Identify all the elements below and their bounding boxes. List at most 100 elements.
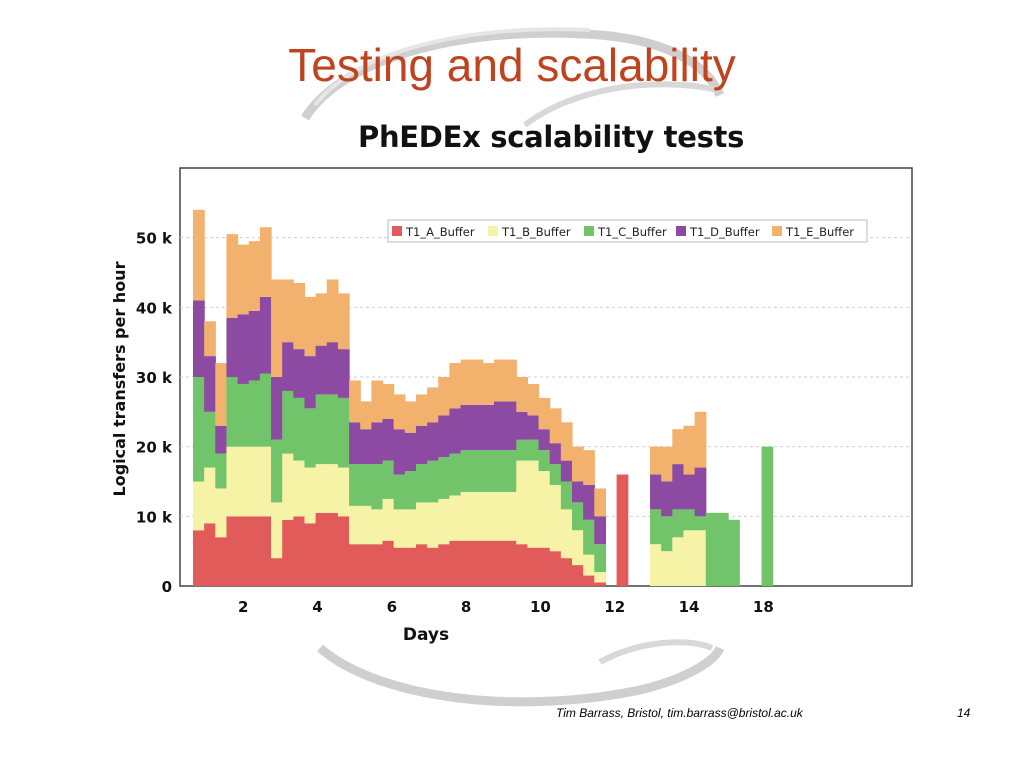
bar-T1_D_Buffer (482, 404, 495, 451)
bar-T1_C_Buffer (538, 450, 551, 472)
bar-T1_C_Buffer (505, 450, 517, 492)
bar-T1_E_Buffer (516, 377, 529, 412)
bar-T1_C_Buffer (337, 397, 350, 468)
legend: T1_A_Buffer T1_B_Buffer T1_C_Buffer T1_D_Bu… (387, 219, 868, 243)
bar-T1_B_Buffer (683, 530, 696, 586)
page-number: 14 (957, 706, 971, 720)
bar-T1_E_Buffer (683, 425, 696, 475)
bar-T1_D_Buffer (371, 422, 384, 465)
bar-T1_E_Buffer (438, 377, 450, 416)
bar-T1_B_Buffer (193, 481, 205, 531)
bar-T1_E_Buffer (271, 279, 283, 377)
bar-T1_E_Buffer (493, 359, 506, 402)
bar-T1_E_Buffer (527, 383, 540, 416)
bar-T1_D_Buffer (215, 425, 228, 454)
bar-T1_B_Buffer (215, 488, 228, 538)
bar-T1_C_Buffer (315, 394, 328, 465)
legend-label-T1_B_Buffer: T1_B_Buffer (501, 225, 571, 239)
bar-T1_A_Buffer (493, 540, 506, 586)
bar-T1_A_Buffer (326, 512, 339, 586)
bar-T1_D_Buffer (415, 425, 428, 465)
bar-T1_C_Buffer (427, 460, 439, 503)
bar-T1_C_Buffer (393, 474, 406, 510)
x-tick-label: 10 (530, 598, 551, 616)
bar-T1_B_Buffer (326, 464, 339, 513)
bar-T1_E_Buffer (694, 411, 707, 468)
bar-T1_E_Buffer (661, 446, 673, 482)
x-axis-label: Days (403, 625, 449, 645)
bar-T1_C_Buffer (482, 450, 495, 492)
bar-T1_B_Buffer (493, 491, 506, 541)
bar-T1_B_Buffer (594, 572, 607, 583)
bar-T1_A_Buffer (460, 540, 473, 586)
bar-T1_E_Buffer (594, 488, 607, 517)
bar-T1_E_Buffer (415, 394, 428, 426)
footer-author: Tim Barrass, Bristol, tim.barrass@bristo… (556, 706, 803, 720)
bar-T1_C_Buffer (271, 439, 283, 503)
bar-T1_E_Buffer (460, 359, 473, 405)
bar-T1_A_Buffer (259, 516, 272, 586)
bar-T1_B_Buffer (237, 446, 250, 517)
bar-T1_B_Buffer (482, 491, 495, 541)
bar-T1_B_Buffer (382, 498, 395, 541)
bar-T1_E_Buffer (326, 279, 339, 343)
bar-T1_A_Buffer (438, 544, 450, 586)
bar-T1_C_Buffer (650, 509, 662, 545)
bar-T1_D_Buffer (271, 377, 283, 440)
bar-T1_B_Buffer (315, 464, 328, 513)
x-tick-label: 4 (312, 598, 322, 616)
slide-title: Testing and scalability (288, 39, 736, 91)
bar-T1_D_Buffer (393, 429, 406, 475)
bar-T1_E_Buffer (538, 397, 551, 430)
legend-swatch-T1_C_Buffer (584, 226, 594, 236)
bar-T1_B_Buffer (549, 484, 562, 552)
bar-T1_E_Buffer (505, 359, 517, 402)
bar-T1_C_Buffer (204, 411, 216, 468)
bar-T1_E_Buffer (471, 359, 484, 405)
bar-T1_D_Buffer (382, 418, 395, 461)
bar-T1_B_Buffer (438, 498, 450, 545)
bar-T1_C_Buffer (583, 519, 595, 555)
bar-T1_C_Buffer (349, 464, 361, 506)
bar-T1_A_Buffer (215, 537, 228, 586)
bar-T1_E_Buffer (237, 244, 250, 315)
bar-T1_D_Buffer (226, 317, 239, 377)
bar-T1_B_Buffer (360, 505, 372, 545)
bar-T1_B_Buffer (505, 491, 517, 541)
bar-T1_E_Buffer (193, 209, 205, 301)
bar-T1_D_Buffer (304, 356, 317, 409)
bar-T1_B_Buffer (259, 446, 272, 517)
x-tick-label: 18 (753, 598, 774, 616)
bar-T1_C_Buffer (215, 453, 228, 489)
bar-T1_A_Buffer (404, 547, 417, 586)
bar-T1_E_Buffer (482, 363, 495, 405)
bar-T1_C_Buffer (415, 464, 428, 503)
legend-swatch-T1_B_Buffer (488, 226, 498, 236)
bar-T1_A_Buffer (271, 558, 283, 586)
bar-T1_D_Buffer (248, 310, 261, 381)
bar-T1_D_Buffer (427, 422, 439, 461)
bar-T1_E_Buffer (248, 241, 261, 311)
bar-T1_A_Buffer (315, 512, 328, 586)
bar-T1_B_Buffer (650, 544, 662, 586)
bar-T1_B_Buffer (282, 453, 294, 520)
bar-T1_C_Buffer (661, 516, 673, 552)
bar-T1_D_Buffer (315, 345, 328, 395)
bar-T1_A_Buffer (337, 516, 350, 586)
legend-swatch-T1_A_Buffer (392, 226, 402, 236)
bar-T1_D_Buffer (538, 429, 551, 451)
bar-T1_E_Buffer (226, 234, 239, 318)
bar-T1_A_Buffer (482, 540, 495, 586)
bar-T1_C_Buffer (516, 439, 529, 461)
bar-T1_C_Buffer (471, 450, 484, 492)
bar-T1_A_Buffer (360, 544, 372, 586)
bar-T1_A_Buffer (237, 516, 250, 586)
bar-T1_C_Buffer (237, 383, 250, 447)
bar-T1_C_Buffer (360, 464, 372, 506)
chart-title: PhEDEx scalability tests (358, 120, 745, 154)
bar-T1_E_Buffer (204, 321, 216, 357)
bar-T1_C_Buffer (371, 464, 384, 510)
x-tick-label: 14 (679, 598, 700, 616)
